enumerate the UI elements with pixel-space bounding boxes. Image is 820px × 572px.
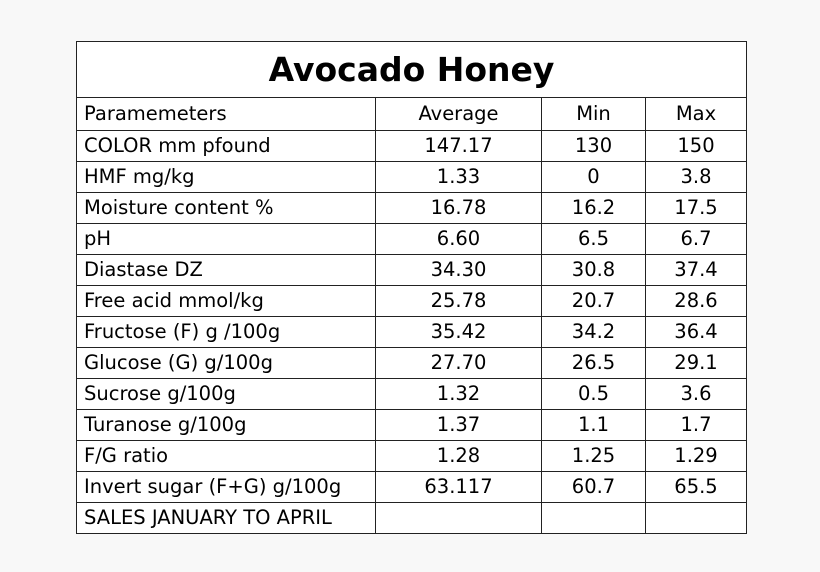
average-cell: 27.70 (375, 347, 542, 379)
honey-spec-table: Avocado Honey Paramemeters Average Min M… (75, 41, 748, 534)
min-cell: 6.5 (541, 223, 646, 255)
average-cell: 1.37 (375, 409, 542, 441)
average-cell: 1.28 (375, 440, 542, 472)
max-cell: 3.6 (644, 378, 748, 410)
min-cell: 130 (541, 130, 646, 162)
header-min: Min (541, 97, 646, 131)
max-cell: 37.4 (644, 254, 748, 286)
table-row: SALES JANUARY TO APRIL (76, 502, 748, 534)
table-row: Moisture content % 16.78 16.2 17.5 (76, 192, 748, 224)
param-cell: COLOR mm pfound (76, 130, 376, 162)
min-cell: 34.2 (541, 316, 646, 348)
table-row: COLOR mm pfound 147.17 130 150 (76, 130, 748, 162)
min-cell (541, 502, 646, 534)
max-cell: 29.1 (644, 347, 748, 379)
max-cell (644, 502, 748, 534)
average-cell: 1.33 (375, 161, 542, 193)
average-cell: 1.32 (375, 378, 542, 410)
max-cell: 1.29 (644, 440, 748, 472)
param-cell: Moisture content % (76, 192, 376, 224)
average-cell: 63.117 (375, 471, 542, 503)
max-cell: 28.6 (644, 285, 748, 317)
min-cell: 20.7 (541, 285, 646, 317)
max-cell: 1.7 (644, 409, 748, 441)
max-cell: 65.5 (644, 471, 748, 503)
table-row: Invert sugar (F+G) g/100g 63.117 60.7 65.5 (76, 471, 748, 503)
header-average: Average (375, 97, 542, 131)
table-body: Paramemeters Average Min Max COLOR mm pf… (76, 97, 748, 534)
header-row: Paramemeters Average Min Max (76, 97, 748, 131)
min-cell: 0.5 (541, 378, 646, 410)
max-cell: 36.4 (644, 316, 748, 348)
average-cell: 34.30 (375, 254, 542, 286)
average-cell: 35.42 (375, 316, 542, 348)
max-cell: 6.7 (644, 223, 748, 255)
average-cell: 147.17 (375, 130, 542, 162)
param-cell: Free acid mmol/kg (76, 285, 376, 317)
average-cell: 6.60 (375, 223, 542, 255)
average-cell: 25.78 (375, 285, 542, 317)
param-cell: SALES JANUARY TO APRIL (76, 502, 376, 534)
min-cell: 30.8 (541, 254, 646, 286)
min-cell: 1.1 (541, 409, 646, 441)
param-cell: Invert sugar (F+G) g/100g (76, 471, 376, 503)
header-parameters: Paramemeters (76, 97, 376, 131)
min-cell: 26.5 (541, 347, 646, 379)
max-cell: 3.8 (644, 161, 748, 193)
table-row: Free acid mmol/kg 25.78 20.7 28.6 (76, 285, 748, 317)
max-cell: 150 (644, 130, 748, 162)
table-row: Sucrose g/100g 1.32 0.5 3.6 (76, 378, 748, 410)
table-row: Turanose g/100g 1.37 1.1 1.7 (76, 409, 748, 441)
table-row: pH 6.60 6.5 6.7 (76, 223, 748, 255)
average-cell (375, 502, 542, 534)
param-cell: Sucrose g/100g (76, 378, 376, 410)
table-row: Fructose (F) g /100g 35.42 34.2 36.4 (76, 316, 748, 348)
average-cell: 16.78 (375, 192, 542, 224)
min-cell: 16.2 (541, 192, 646, 224)
param-cell: Glucose (G) g/100g (76, 347, 376, 379)
min-cell: 1.25 (541, 440, 646, 472)
table-row: F/G ratio 1.28 1.25 1.29 (76, 440, 748, 472)
param-cell: F/G ratio (76, 440, 376, 472)
min-cell: 0 (541, 161, 646, 193)
param-cell: Diastase DZ (76, 254, 376, 286)
param-cell: pH (76, 223, 376, 255)
table-row: Glucose (G) g/100g 27.70 26.5 29.1 (76, 347, 748, 379)
table-row: HMF mg/kg 1.33 0 3.8 (76, 161, 748, 193)
min-cell: 60.7 (541, 471, 646, 503)
param-cell: HMF mg/kg (76, 161, 376, 193)
param-cell: Fructose (F) g /100g (76, 316, 376, 348)
table-row: Diastase DZ 34.30 30.8 37.4 (76, 254, 748, 286)
honey-spec-document: Avocado Honey Paramemeters Average Min M… (75, 41, 748, 534)
header-max: Max (644, 97, 748, 131)
param-cell: Turanose g/100g (76, 409, 376, 441)
max-cell: 17.5 (644, 192, 748, 224)
table-title: Avocado Honey (75, 41, 748, 98)
